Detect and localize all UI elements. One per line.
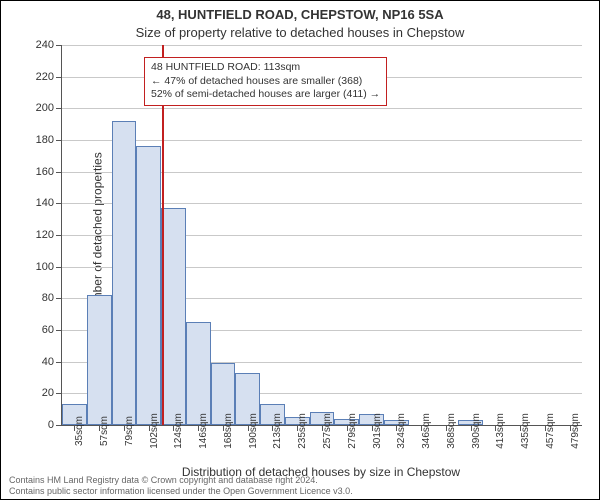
x-tick-label: 413sqm [495, 413, 506, 449]
footer-line-2: Contains public sector information licen… [9, 486, 353, 497]
x-tick-label: 146sqm [198, 413, 209, 449]
y-tick-label: 0 [48, 419, 54, 431]
x-tick-label: 35sqm [74, 416, 85, 446]
grid-line [62, 45, 582, 46]
annotation-line: 52% of semi-detached houses are larger (… [151, 88, 380, 102]
y-tick-label: 240 [36, 39, 54, 51]
x-tick-label: 257sqm [322, 413, 333, 449]
x-tick-label: 346sqm [421, 413, 432, 449]
y-tick [56, 108, 62, 109]
x-tick-label: 190sqm [248, 413, 259, 449]
histogram-bar [112, 121, 137, 425]
y-tick [56, 203, 62, 204]
y-tick [56, 425, 62, 426]
grid-line [62, 140, 582, 141]
chart-title: 48, HUNTFIELD ROAD, CHEPSTOW, NP16 5SA [1, 7, 599, 22]
y-tick [56, 172, 62, 173]
chart-container: 48, HUNTFIELD ROAD, CHEPSTOW, NP16 5SA S… [0, 0, 600, 500]
y-tick-label: 120 [36, 229, 54, 241]
x-tick-label: 390sqm [471, 413, 482, 449]
annotation-box: 48 HUNTFIELD ROAD: 113sqm← 47% of detach… [144, 57, 387, 106]
footer-attribution: Contains HM Land Registry data © Crown c… [9, 475, 353, 497]
y-tick-label: 40 [42, 356, 54, 368]
annotation-line: ← 47% of detached houses are smaller (36… [151, 75, 380, 89]
y-tick [56, 45, 62, 46]
x-tick-label: 301sqm [372, 413, 383, 449]
histogram-bar [186, 322, 211, 425]
chart-subtitle: Size of property relative to detached ho… [1, 25, 599, 40]
x-tick-label: 168sqm [223, 413, 234, 449]
y-axis-label-wrap: Number of detached properties [15, 45, 29, 425]
histogram-bar [161, 208, 186, 425]
y-tick [56, 140, 62, 141]
y-tick-label: 160 [36, 166, 54, 178]
grid-line [62, 108, 582, 109]
y-tick-label: 140 [36, 197, 54, 209]
x-tick-label: 124sqm [173, 413, 184, 449]
y-tick-label: 80 [42, 292, 54, 304]
histogram-bar [136, 146, 161, 425]
y-tick [56, 330, 62, 331]
y-tick [56, 77, 62, 78]
x-tick-label: 57sqm [99, 416, 110, 446]
histogram-bar [87, 295, 112, 425]
x-tick-label: 324sqm [396, 413, 407, 449]
annotation-line: 48 HUNTFIELD ROAD: 113sqm [151, 61, 380, 75]
x-tick-label: 102sqm [149, 413, 160, 449]
y-tick-label: 200 [36, 102, 54, 114]
x-tick-label: 435sqm [520, 413, 531, 449]
y-tick [56, 362, 62, 363]
y-tick [56, 393, 62, 394]
x-tick-label: 213sqm [272, 413, 283, 449]
x-tick-label: 235sqm [297, 413, 308, 449]
y-tick-label: 60 [42, 324, 54, 336]
y-tick-label: 180 [36, 134, 54, 146]
x-tick-label: 479sqm [570, 413, 581, 449]
plot-area: 02040608010012014016018020022024035sqm57… [61, 45, 582, 426]
y-tick [56, 235, 62, 236]
x-tick-label: 457sqm [545, 413, 556, 449]
footer-line-1: Contains HM Land Registry data © Crown c… [9, 475, 353, 486]
y-tick [56, 298, 62, 299]
x-tick-label: 368sqm [446, 413, 457, 449]
y-tick-label: 20 [42, 387, 54, 399]
x-tick-label: 279sqm [347, 413, 358, 449]
y-tick [56, 267, 62, 268]
x-tick-label: 79sqm [124, 416, 135, 446]
y-tick-label: 100 [36, 261, 54, 273]
y-tick-label: 220 [36, 71, 54, 83]
